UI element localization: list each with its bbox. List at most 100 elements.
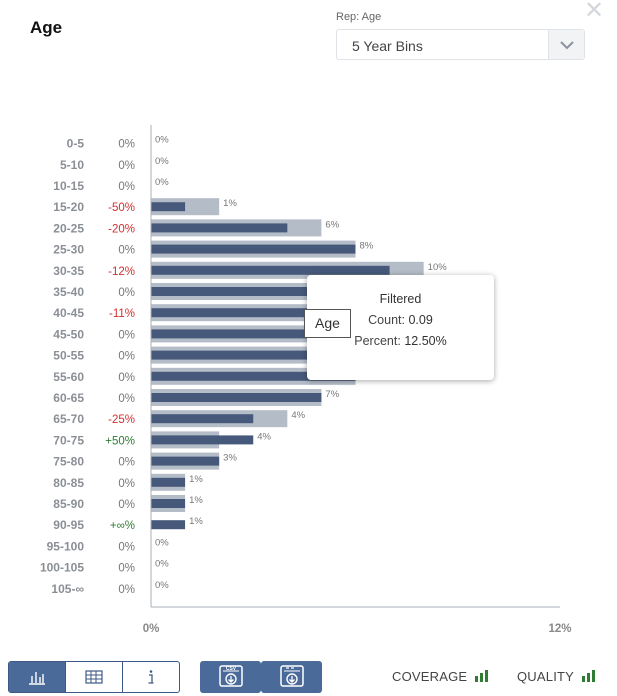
svg-text:CSV: CSV (225, 666, 236, 672)
value-label: 6% (325, 219, 339, 230)
tooltip-tag: Age (304, 309, 351, 338)
filtered-bar (151, 477, 186, 487)
value-label: 0% (155, 135, 169, 146)
change-label: 0% (118, 139, 135, 151)
filtered-bar (151, 520, 186, 530)
category-label: 45-50 (53, 327, 84, 341)
chevron-down-icon[interactable] (548, 30, 584, 59)
csv-download-icon: CSV (218, 665, 243, 687)
filtered-bar (151, 371, 356, 381)
filtered-bar (151, 202, 186, 212)
change-label: 0% (118, 160, 135, 172)
value-label: 4% (291, 410, 305, 421)
value-label: 1% (189, 516, 203, 527)
info-button[interactable] (123, 662, 179, 692)
change-label: 0% (118, 478, 135, 490)
change-label: 0% (118, 393, 135, 405)
category-label: 100-105 (40, 561, 84, 575)
value-label: 1% (189, 495, 203, 506)
change-label: 0% (118, 457, 135, 469)
filtered-bar (151, 435, 254, 445)
bin-select-value: 5 Year Bins (352, 38, 423, 54)
change-label: 0% (118, 329, 135, 341)
category-label: 35-40 (53, 285, 84, 299)
category-label: 30-35 (53, 264, 84, 278)
tooltip-count-key: Count: (368, 313, 405, 327)
category-label: 15-20 (53, 200, 84, 214)
tooltip-percent-value: 12.50% (404, 334, 447, 348)
filtered-bar (151, 244, 356, 254)
chart-view-button[interactable] (9, 662, 66, 692)
value-label: 0% (155, 156, 169, 167)
value-label: 10% (428, 262, 448, 273)
info-icon (148, 670, 154, 684)
change-label: 0% (118, 287, 135, 299)
category-label: 50-55 (53, 349, 84, 363)
change-label: -50% (108, 202, 135, 214)
category-label: 25-30 (53, 243, 84, 257)
category-label: 75-80 (53, 455, 84, 469)
change-label: +50% (105, 435, 135, 447)
change-label: 0% (118, 351, 135, 363)
chart-title: Age (30, 18, 63, 37)
change-label: -20% (108, 223, 135, 235)
value-label: 7% (325, 389, 339, 400)
change-label: -11% (109, 308, 135, 320)
category-label: 95-100 (47, 539, 85, 553)
quality-metric: QUALITY (517, 669, 597, 684)
category-label: 85-90 (53, 497, 84, 511)
filtered-bar (151, 393, 322, 402)
value-label: 4% (257, 431, 271, 442)
value-label: 3% (223, 453, 237, 464)
bin-select[interactable]: 5 Year Bins (336, 29, 585, 60)
filtered-bar (151, 499, 186, 508)
category-label: 0-5 (67, 137, 85, 151)
filtered-bar (151, 350, 356, 360)
category-label: 80-85 (53, 476, 84, 490)
tooltip-title: Filtered (379, 292, 422, 306)
value-label: 8% (360, 241, 374, 252)
coverage-metric: COVERAGE (392, 669, 490, 684)
value-label: 0% (155, 177, 169, 188)
filtered-bar (151, 265, 390, 275)
value-label: 1% (189, 474, 203, 485)
table-view-button[interactable] (66, 662, 123, 692)
tooltip-count: Count: 0.09 (307, 313, 494, 327)
change-label: 0% (118, 499, 135, 511)
category-label: 70-75 (53, 433, 84, 447)
filtered-bar (151, 456, 220, 466)
value-label: 0% (155, 559, 169, 570)
category-label: 10-15 (53, 179, 84, 193)
coverage-signal-icon (475, 670, 489, 682)
change-label: 0% (118, 584, 135, 596)
csv-download-button[interactable]: CSV (200, 661, 261, 693)
category-label: 60-65 (53, 391, 84, 405)
tooltip-percent: Percent: 12.50% (307, 334, 494, 348)
quality-label: QUALITY (517, 669, 574, 684)
change-label: -12% (108, 266, 135, 278)
change-label: 0% (118, 541, 135, 553)
category-label: 55-60 (53, 370, 84, 384)
value-label: 0% (155, 580, 169, 591)
tooltip-percent-key: Percent: (354, 334, 401, 348)
x-tick-label: 0% (143, 623, 160, 635)
quality-signal-icon (581, 670, 595, 682)
change-label: 0% (118, 245, 135, 257)
change-label: -25% (108, 414, 135, 426)
value-label: 0% (155, 537, 169, 548)
close-icon[interactable]: ✕ (584, 0, 605, 24)
category-label: 40-45 (53, 306, 84, 320)
category-label: 20-25 (53, 221, 84, 235)
change-label: 0% (118, 372, 135, 384)
coverage-label: COVERAGE (392, 669, 468, 684)
filtered-bar (151, 329, 424, 339)
category-label: 90-95 (53, 518, 84, 532)
x-tick-label: 12% (548, 623, 571, 635)
view-toggle (8, 661, 180, 693)
table-icon (85, 670, 103, 684)
change-label: 0% (118, 563, 135, 575)
filtered-bar (151, 223, 288, 233)
image-download-button[interactable] (261, 661, 322, 693)
bar-chart-icon (29, 672, 45, 685)
change-label: 0% (118, 181, 135, 193)
